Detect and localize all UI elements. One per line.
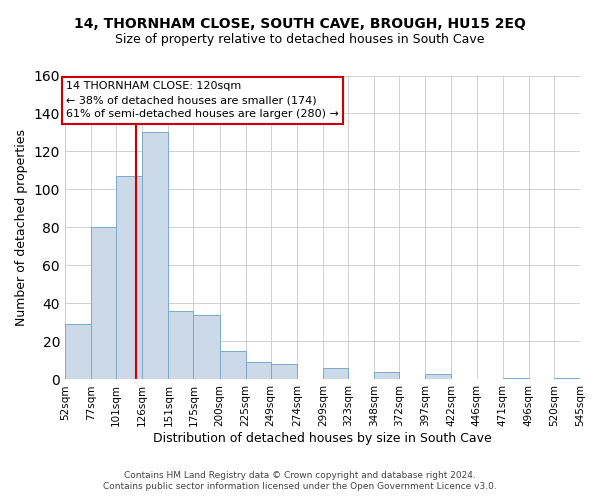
Text: Contains public sector information licensed under the Open Government Licence v3: Contains public sector information licen… bbox=[103, 482, 497, 491]
Y-axis label: Number of detached properties: Number of detached properties bbox=[15, 129, 28, 326]
Bar bbox=[142, 132, 169, 380]
Bar bbox=[503, 378, 529, 380]
Bar bbox=[116, 176, 142, 380]
Text: 14, THORNHAM CLOSE, SOUTH CAVE, BROUGH, HU15 2EQ: 14, THORNHAM CLOSE, SOUTH CAVE, BROUGH, … bbox=[74, 18, 526, 32]
Bar bbox=[65, 324, 91, 380]
Text: 14 THORNHAM CLOSE: 120sqm
← 38% of detached houses are smaller (174)
61% of semi: 14 THORNHAM CLOSE: 120sqm ← 38% of detac… bbox=[66, 81, 339, 119]
Bar bbox=[425, 374, 451, 380]
X-axis label: Distribution of detached houses by size in South Cave: Distribution of detached houses by size … bbox=[153, 432, 492, 445]
Bar bbox=[220, 351, 245, 380]
Bar bbox=[169, 311, 193, 380]
Text: Contains HM Land Registry data © Crown copyright and database right 2024.: Contains HM Land Registry data © Crown c… bbox=[124, 471, 476, 480]
Bar bbox=[91, 228, 116, 380]
Bar bbox=[323, 368, 348, 380]
Bar bbox=[374, 372, 399, 380]
Bar bbox=[554, 378, 580, 380]
Bar bbox=[271, 364, 297, 380]
Text: Size of property relative to detached houses in South Cave: Size of property relative to detached ho… bbox=[115, 32, 485, 46]
Bar bbox=[245, 362, 271, 380]
Bar bbox=[193, 315, 220, 380]
